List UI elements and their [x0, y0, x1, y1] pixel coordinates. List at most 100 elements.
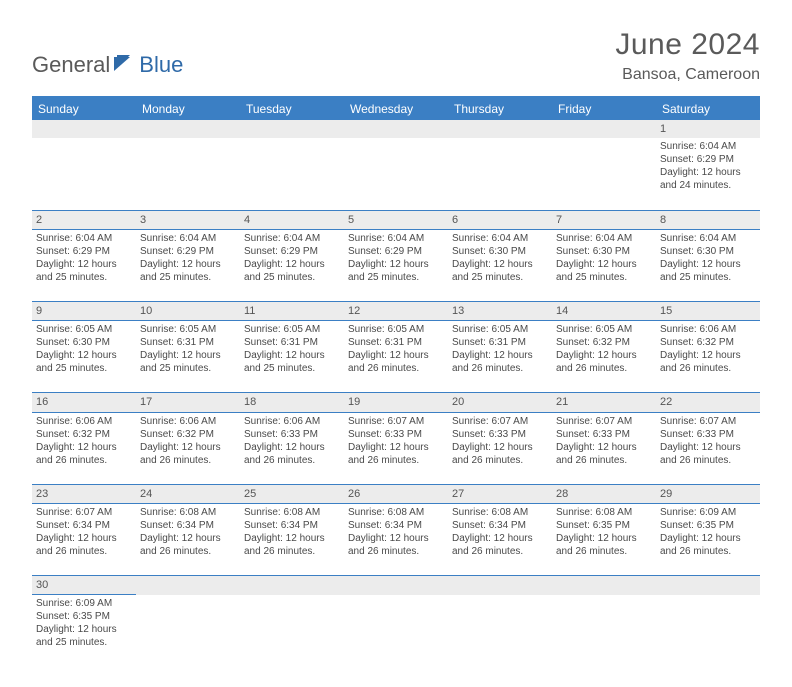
- sunset-text: Sunset: 6:34 PM: [244, 519, 340, 532]
- day-number: 28: [556, 488, 568, 500]
- daylight-text: and 26 minutes.: [452, 545, 548, 558]
- day-number: 30: [36, 579, 48, 591]
- flag-icon: [114, 55, 136, 76]
- sunset-text: Sunset: 6:32 PM: [140, 428, 236, 441]
- day-number-cell: 3: [136, 210, 240, 229]
- title-block: June 2024 Bansoa, Cameroon: [615, 28, 760, 84]
- day-number-row: 2345678: [32, 210, 760, 229]
- sunset-text: Sunset: 6:31 PM: [452, 336, 548, 349]
- day-detail-cell: Sunrise: 6:07 AMSunset: 6:33 PMDaylight:…: [656, 412, 760, 484]
- day-number: 29: [660, 488, 672, 500]
- sunset-text: Sunset: 6:29 PM: [660, 153, 756, 166]
- day-detail-row: Sunrise: 6:07 AMSunset: 6:34 PMDaylight:…: [32, 503, 760, 575]
- day-number: 27: [452, 488, 464, 500]
- day-number-cell: 29: [656, 484, 760, 503]
- day-number-cell: [344, 575, 448, 594]
- day-header: Saturday: [656, 97, 760, 120]
- day-detail-cell: Sunrise: 6:08 AMSunset: 6:34 PMDaylight:…: [344, 503, 448, 575]
- header: General Blue June 2024 Bansoa, Cameroon: [32, 28, 760, 84]
- sunset-text: Sunset: 6:34 PM: [140, 519, 236, 532]
- daylight-text: and 26 minutes.: [348, 545, 444, 558]
- day-detail-cell: Sunrise: 6:06 AMSunset: 6:32 PMDaylight:…: [656, 321, 760, 393]
- day-detail-cell: Sunrise: 6:07 AMSunset: 6:33 PMDaylight:…: [552, 412, 656, 484]
- sunrise-text: Sunrise: 6:08 AM: [556, 506, 652, 519]
- logo-text-blue: Blue: [139, 52, 183, 78]
- daylight-text: Daylight: 12 hours: [660, 349, 756, 362]
- day-detail-cell: Sunrise: 6:09 AMSunset: 6:35 PMDaylight:…: [32, 595, 136, 667]
- sunrise-text: Sunrise: 6:05 AM: [140, 323, 236, 336]
- day-detail-cell: [448, 595, 552, 667]
- daylight-text: Daylight: 12 hours: [348, 441, 444, 454]
- daylight-text: and 26 minutes.: [452, 454, 548, 467]
- day-number-row: 16171819202122: [32, 393, 760, 412]
- day-detail-cell: Sunrise: 6:04 AMSunset: 6:29 PMDaylight:…: [136, 230, 240, 302]
- day-header: Sunday: [32, 97, 136, 120]
- daylight-text: Daylight: 12 hours: [660, 441, 756, 454]
- sunset-text: Sunset: 6:31 PM: [348, 336, 444, 349]
- day-number-cell: 27: [448, 484, 552, 503]
- day-number-cell: [136, 120, 240, 138]
- sunrise-text: Sunrise: 6:04 AM: [36, 232, 132, 245]
- day-number-cell: [344, 120, 448, 138]
- sunset-text: Sunset: 6:31 PM: [244, 336, 340, 349]
- daylight-text: Daylight: 12 hours: [556, 441, 652, 454]
- day-number-cell: 10: [136, 302, 240, 321]
- day-detail-cell: Sunrise: 6:07 AMSunset: 6:33 PMDaylight:…: [344, 412, 448, 484]
- sunrise-text: Sunrise: 6:06 AM: [36, 415, 132, 428]
- daylight-text: Daylight: 12 hours: [556, 349, 652, 362]
- sunset-text: Sunset: 6:35 PM: [36, 610, 132, 623]
- sunset-text: Sunset: 6:33 PM: [244, 428, 340, 441]
- day-number-cell: 24: [136, 484, 240, 503]
- daylight-text: Daylight: 12 hours: [36, 258, 132, 271]
- daylight-text: Daylight: 12 hours: [556, 258, 652, 271]
- day-detail-cell: [344, 595, 448, 667]
- day-number: 10: [140, 305, 152, 317]
- day-number-cell: [136, 575, 240, 594]
- daylight-text: and 26 minutes.: [660, 362, 756, 375]
- sunrise-text: Sunrise: 6:07 AM: [452, 415, 548, 428]
- day-number-cell: 30: [32, 575, 136, 594]
- day-number-cell: 2: [32, 210, 136, 229]
- sunrise-text: Sunrise: 6:08 AM: [140, 506, 236, 519]
- daylight-text: and 26 minutes.: [452, 362, 548, 375]
- daylight-text: Daylight: 12 hours: [244, 441, 340, 454]
- daylight-text: and 25 minutes.: [36, 362, 132, 375]
- daylight-text: and 25 minutes.: [36, 636, 132, 649]
- day-number-cell: 8: [656, 210, 760, 229]
- sunset-text: Sunset: 6:35 PM: [556, 519, 652, 532]
- sunrise-text: Sunrise: 6:08 AM: [452, 506, 548, 519]
- day-number-cell: 21: [552, 393, 656, 412]
- daylight-text: Daylight: 12 hours: [140, 441, 236, 454]
- daylight-text: Daylight: 12 hours: [140, 258, 236, 271]
- day-header: Wednesday: [344, 97, 448, 120]
- day-detail-cell: Sunrise: 6:04 AMSunset: 6:30 PMDaylight:…: [656, 230, 760, 302]
- day-number-cell: [240, 575, 344, 594]
- day-number: 6: [452, 214, 458, 226]
- daylight-text: and 25 minutes.: [556, 271, 652, 284]
- day-detail-cell: Sunrise: 6:04 AMSunset: 6:30 PMDaylight:…: [552, 230, 656, 302]
- day-detail-cell: Sunrise: 6:04 AMSunset: 6:30 PMDaylight:…: [448, 230, 552, 302]
- sunset-text: Sunset: 6:31 PM: [140, 336, 236, 349]
- daylight-text: and 26 minutes.: [244, 454, 340, 467]
- daylight-text: and 25 minutes.: [140, 271, 236, 284]
- daylight-text: and 26 minutes.: [36, 454, 132, 467]
- day-number-cell: 15: [656, 302, 760, 321]
- day-detail-cell: Sunrise: 6:04 AMSunset: 6:29 PMDaylight:…: [656, 138, 760, 210]
- daylight-text: and 26 minutes.: [660, 545, 756, 558]
- daylight-text: Daylight: 12 hours: [660, 532, 756, 545]
- day-number: 19: [348, 396, 360, 408]
- daylight-text: and 25 minutes.: [140, 362, 236, 375]
- daylight-text: Daylight: 12 hours: [36, 532, 132, 545]
- day-number-cell: 7: [552, 210, 656, 229]
- day-detail-cell: [32, 138, 136, 210]
- sunset-text: Sunset: 6:32 PM: [36, 428, 132, 441]
- sunrise-text: Sunrise: 6:04 AM: [244, 232, 340, 245]
- daylight-text: and 24 minutes.: [660, 179, 756, 192]
- day-number-cell: 18: [240, 393, 344, 412]
- sunrise-text: Sunrise: 6:04 AM: [452, 232, 548, 245]
- day-detail-cell: [240, 595, 344, 667]
- day-number-cell: 5: [344, 210, 448, 229]
- daylight-text: and 25 minutes.: [36, 271, 132, 284]
- sunrise-text: Sunrise: 6:09 AM: [660, 506, 756, 519]
- day-detail-row: Sunrise: 6:06 AMSunset: 6:32 PMDaylight:…: [32, 412, 760, 484]
